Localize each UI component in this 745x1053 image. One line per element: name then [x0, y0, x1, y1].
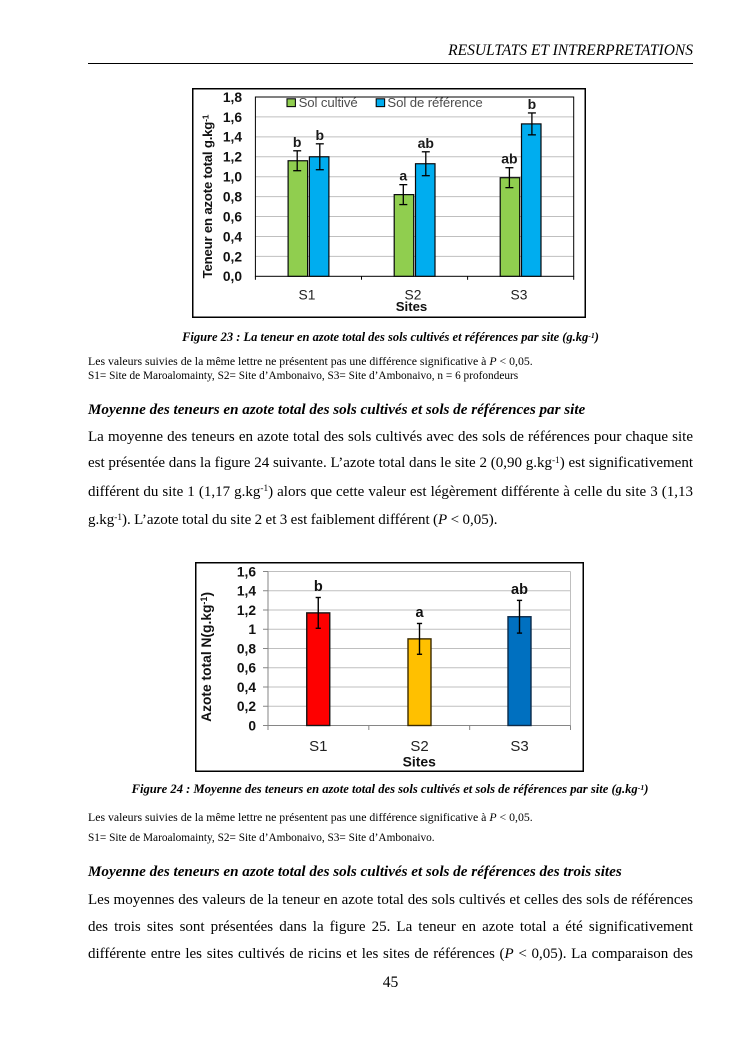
- svg-text:a: a: [415, 605, 424, 621]
- svg-text:0,2: 0,2: [237, 699, 257, 714]
- svg-text:S2: S2: [410, 738, 428, 755]
- svg-text:0,8: 0,8: [237, 641, 257, 656]
- svg-text:S3: S3: [510, 738, 528, 755]
- svg-text:Sol de référence: Sol de référence: [387, 95, 482, 110]
- svg-text:b: b: [316, 127, 325, 143]
- svg-text:b: b: [528, 96, 537, 112]
- svg-text:b: b: [293, 134, 302, 150]
- svg-text:a: a: [399, 168, 407, 184]
- svg-text:S2: S2: [405, 288, 422, 303]
- svg-text:ab: ab: [501, 151, 517, 167]
- svg-text:Azote total N(g.kg-1): Azote total N(g.kg-1): [199, 592, 214, 722]
- svg-text:b: b: [314, 579, 323, 595]
- svg-text:0: 0: [248, 718, 256, 733]
- svg-text:1,4: 1,4: [237, 584, 257, 599]
- svg-text:1,2: 1,2: [237, 603, 257, 618]
- svg-text:0,6: 0,6: [237, 661, 257, 676]
- svg-text:1,6: 1,6: [223, 110, 243, 125]
- svg-text:1,2: 1,2: [223, 150, 243, 165]
- svg-text:Sites: Sites: [396, 299, 428, 314]
- svg-text:0,2: 0,2: [223, 249, 243, 264]
- svg-text:S3: S3: [511, 288, 528, 303]
- svg-text:1,6: 1,6: [237, 564, 257, 579]
- svg-text:ab: ab: [418, 135, 434, 151]
- svg-text:0,4: 0,4: [223, 229, 243, 244]
- svg-text:1,8: 1,8: [223, 90, 243, 105]
- svg-text:ab: ab: [511, 582, 528, 598]
- svg-text:0,6: 0,6: [223, 209, 243, 224]
- svg-text:0,4: 0,4: [237, 680, 257, 695]
- svg-text:0,8: 0,8: [223, 190, 243, 205]
- svg-text:Sites: Sites: [403, 754, 436, 770]
- svg-text:S1: S1: [309, 738, 327, 755]
- svg-text:Teneur en azote total g.kg-1: Teneur en azote total g.kg-1: [200, 114, 215, 278]
- svg-text:S1: S1: [299, 288, 316, 303]
- svg-text:1: 1: [248, 622, 256, 637]
- svg-text:Sol cultivé: Sol cultivé: [299, 95, 358, 110]
- svg-text:1,0: 1,0: [223, 170, 243, 185]
- svg-text:0,0: 0,0: [223, 269, 243, 284]
- svg-text:1,4: 1,4: [223, 130, 243, 145]
